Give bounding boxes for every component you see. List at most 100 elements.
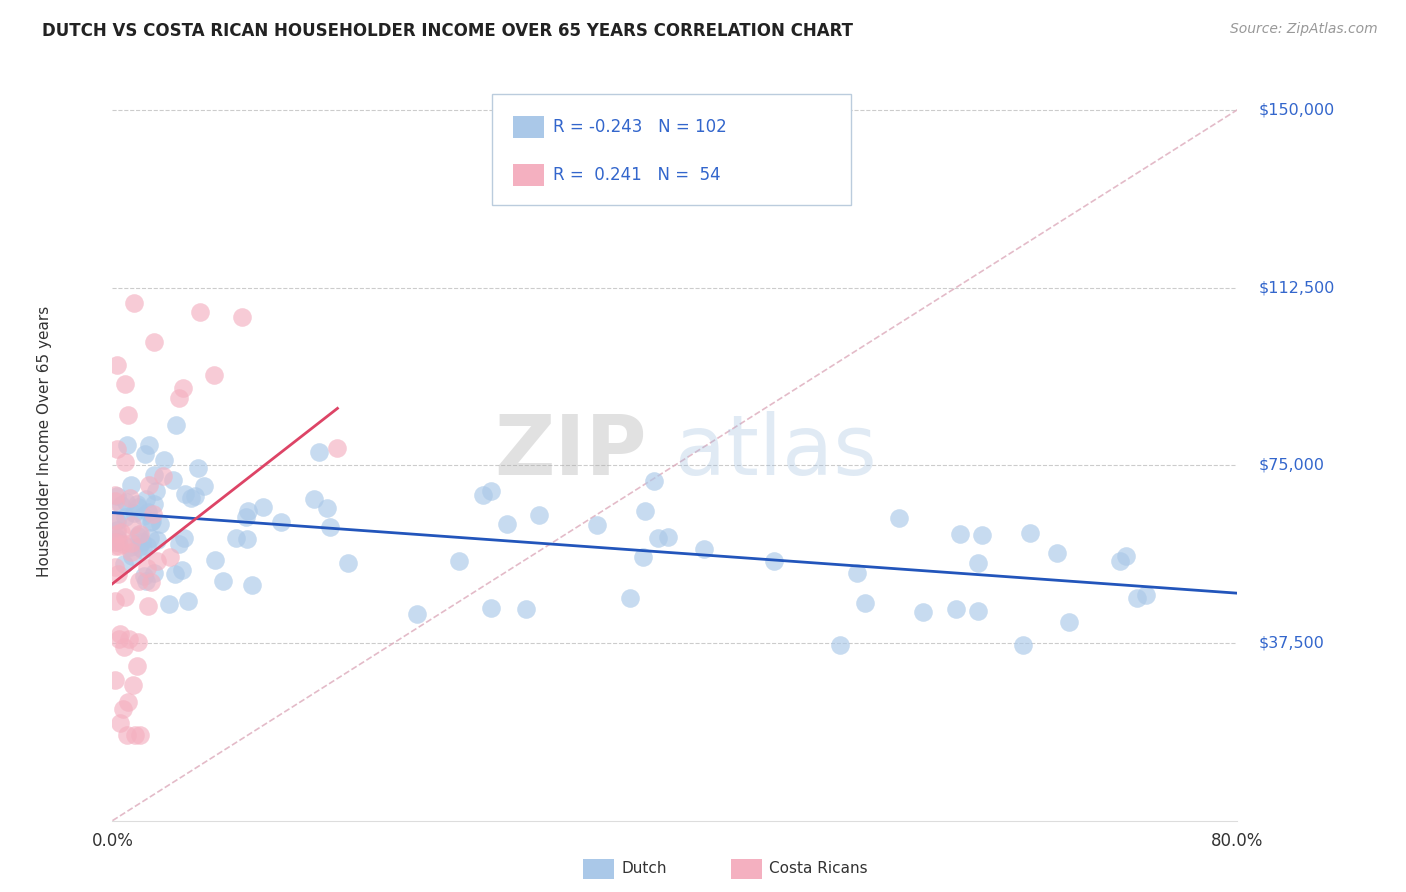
Point (139, 575, 162, 590)
Point (105, 524, 128, 538)
Point (108, 632, 131, 646)
Point (128, 540, 150, 554)
Point (693, 542, 716, 557)
Point (143, 497, 166, 511)
Point (142, 508, 165, 522)
Point (143, 566, 166, 581)
Point (146, 554, 169, 568)
Point (515, 602, 537, 616)
Point (128, 500, 150, 514)
Text: DUTCH VS COSTA RICAN HOUSEHOLDER INCOME OVER 65 YEARS CORRELATION CHART: DUTCH VS COSTA RICAN HOUSEHOLDER INCOME … (42, 22, 853, 40)
Text: R = -0.243   N = 102: R = -0.243 N = 102 (553, 118, 727, 136)
Point (165, 418, 187, 433)
Point (124, 296, 146, 310)
Point (104, 494, 127, 508)
Point (114, 377, 136, 392)
Point (107, 442, 129, 456)
Point (105, 535, 128, 549)
Point (136, 505, 159, 519)
Point (115, 728, 138, 742)
Point (1046, 546, 1069, 560)
Point (471, 488, 494, 502)
Point (114, 510, 136, 524)
Point (122, 678, 145, 692)
Point (1109, 554, 1132, 568)
Point (529, 508, 551, 522)
Text: atlas: atlas (675, 410, 876, 491)
Point (132, 508, 155, 523)
Point (188, 304, 211, 318)
Point (111, 537, 134, 551)
Point (1125, 591, 1147, 605)
Point (112, 640, 135, 655)
Point (132, 569, 155, 583)
Point (128, 574, 150, 588)
Point (134, 447, 156, 461)
Point (121, 549, 143, 563)
Point (212, 574, 235, 589)
Point (966, 603, 988, 617)
Point (128, 526, 150, 541)
Point (193, 479, 215, 493)
Point (949, 526, 972, 541)
Text: $75,000: $75,000 (1258, 458, 1324, 473)
Point (152, 469, 174, 483)
Point (125, 658, 148, 673)
Point (225, 531, 247, 545)
Point (240, 578, 263, 592)
Point (479, 484, 502, 499)
Point (157, 598, 180, 612)
Point (131, 542, 153, 557)
Text: Costa Ricans: Costa Ricans (769, 862, 868, 876)
Point (479, 601, 502, 615)
Point (184, 489, 207, 503)
Point (136, 539, 159, 553)
Point (318, 520, 340, 534)
Text: $112,500: $112,500 (1258, 280, 1334, 295)
Point (141, 516, 163, 530)
Point (252, 500, 274, 514)
Point (586, 518, 609, 533)
Point (967, 556, 990, 570)
Point (127, 529, 149, 543)
Point (845, 566, 868, 581)
Point (138, 438, 160, 452)
Point (118, 491, 141, 505)
Point (912, 605, 935, 619)
Point (887, 511, 910, 525)
Point (170, 563, 193, 577)
Point (105, 527, 128, 541)
Point (118, 632, 141, 646)
Point (159, 550, 181, 565)
Point (117, 695, 139, 709)
Point (236, 503, 259, 517)
Point (143, 468, 166, 483)
Point (308, 445, 330, 459)
Point (135, 561, 157, 575)
Point (139, 531, 162, 545)
Point (1135, 588, 1157, 602)
Point (945, 602, 967, 616)
Point (135, 491, 157, 506)
Point (619, 591, 641, 605)
Text: Householder Income Over 65 years: Householder Income Over 65 years (38, 306, 52, 577)
Point (172, 381, 194, 395)
Point (647, 531, 669, 545)
Point (447, 554, 470, 568)
Point (177, 593, 200, 607)
Point (235, 510, 257, 524)
Point (114, 454, 136, 468)
Point (117, 408, 139, 422)
Point (120, 545, 142, 559)
Point (302, 491, 325, 506)
Point (120, 536, 142, 550)
Point (634, 504, 657, 518)
Point (120, 541, 142, 555)
Point (1018, 525, 1040, 540)
Point (128, 728, 150, 742)
Point (149, 516, 172, 531)
Point (135, 574, 157, 589)
Point (167, 392, 190, 406)
Point (112, 557, 135, 571)
Point (153, 453, 176, 467)
